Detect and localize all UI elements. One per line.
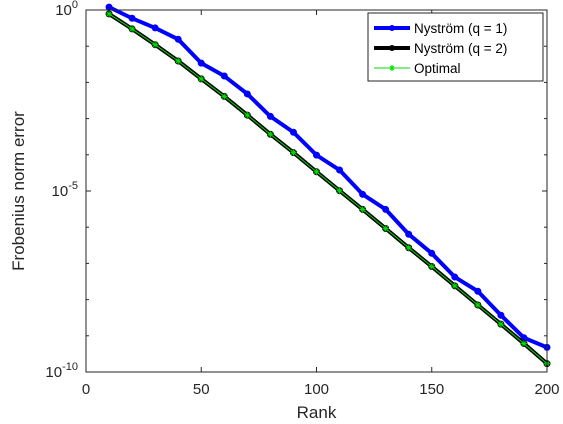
- data-point: [197, 59, 205, 67]
- data-point: [428, 263, 435, 270]
- data-point: [174, 35, 182, 43]
- y-tick-base: 10: [45, 364, 62, 381]
- x-tick-label: 50: [193, 381, 210, 398]
- data-point: [382, 205, 390, 213]
- data-point: [267, 131, 274, 138]
- data-point: [428, 249, 436, 257]
- y-tick-exponent: 0: [72, 0, 78, 11]
- data-point: [152, 41, 159, 48]
- data-point: [105, 3, 113, 11]
- series-line: [108, 13, 548, 365]
- data-point: [474, 301, 481, 308]
- data-point: [266, 112, 274, 120]
- data-point: [175, 58, 182, 65]
- legend-label: Nyström (q = 1): [414, 21, 507, 36]
- legend-label: Optimal: [414, 61, 461, 76]
- data-point: [497, 311, 505, 319]
- x-tick-label: 150: [419, 381, 444, 398]
- data-point: [198, 75, 205, 82]
- x-tick-label: 200: [534, 381, 559, 398]
- x-tick-label: 100: [304, 381, 329, 398]
- data-point: [497, 321, 504, 328]
- data-point: [405, 230, 413, 238]
- data-point: [290, 149, 297, 156]
- y-tick-base: 10: [55, 2, 72, 19]
- legend-marker: [389, 45, 395, 51]
- x-axis-ticks: 0 50 100 150 200: [82, 10, 560, 398]
- data-point: [151, 24, 159, 32]
- data-point: [128, 14, 136, 22]
- data-point: [313, 151, 320, 159]
- data-point: [336, 187, 343, 194]
- data-point: [359, 190, 367, 198]
- legend-item-0: Nyström (q = 1): [374, 21, 507, 36]
- x-axis-label: Rank: [297, 403, 337, 422]
- data-point: [221, 93, 228, 100]
- x-tick-label: 0: [82, 381, 90, 398]
- data-point: [244, 112, 251, 119]
- y-tick-label: 10-10: [45, 361, 78, 381]
- data-point: [474, 287, 482, 295]
- series-0: [105, 3, 551, 351]
- y-tick-label: 100: [55, 0, 78, 19]
- data-point: [405, 244, 412, 251]
- series-line: [108, 5, 548, 350]
- legend-item-1: Nyström (q = 2): [374, 41, 507, 56]
- y-tick-base: 10: [52, 183, 69, 200]
- y-tick-exponent: -10: [62, 361, 78, 373]
- data-point: [359, 206, 366, 213]
- y-tick-exponent: -5: [68, 180, 78, 192]
- data-point: [336, 166, 344, 174]
- plot-frame: [85, 9, 548, 373]
- data-point: [106, 10, 113, 17]
- data-point: [129, 25, 136, 32]
- data-point: [289, 128, 297, 136]
- series-2: [106, 10, 550, 367]
- legend: Nyström (q = 1) Nyström (q = 2) Optimal: [367, 12, 544, 82]
- legend-item-2: Optimal: [374, 61, 461, 76]
- data-point: [382, 225, 389, 232]
- legend-label: Nyström (q = 2): [414, 41, 507, 56]
- series-layer: [105, 3, 551, 368]
- y-axis-label: Frobenius norm error: [9, 111, 28, 271]
- data-point: [451, 273, 459, 281]
- data-point: [520, 340, 527, 347]
- legend-marker: [389, 25, 395, 31]
- data-point: [451, 282, 458, 289]
- data-point: [243, 90, 251, 98]
- data-point: [313, 168, 320, 175]
- data-point: [220, 72, 228, 80]
- y-tick-label: 10-5: [52, 180, 78, 200]
